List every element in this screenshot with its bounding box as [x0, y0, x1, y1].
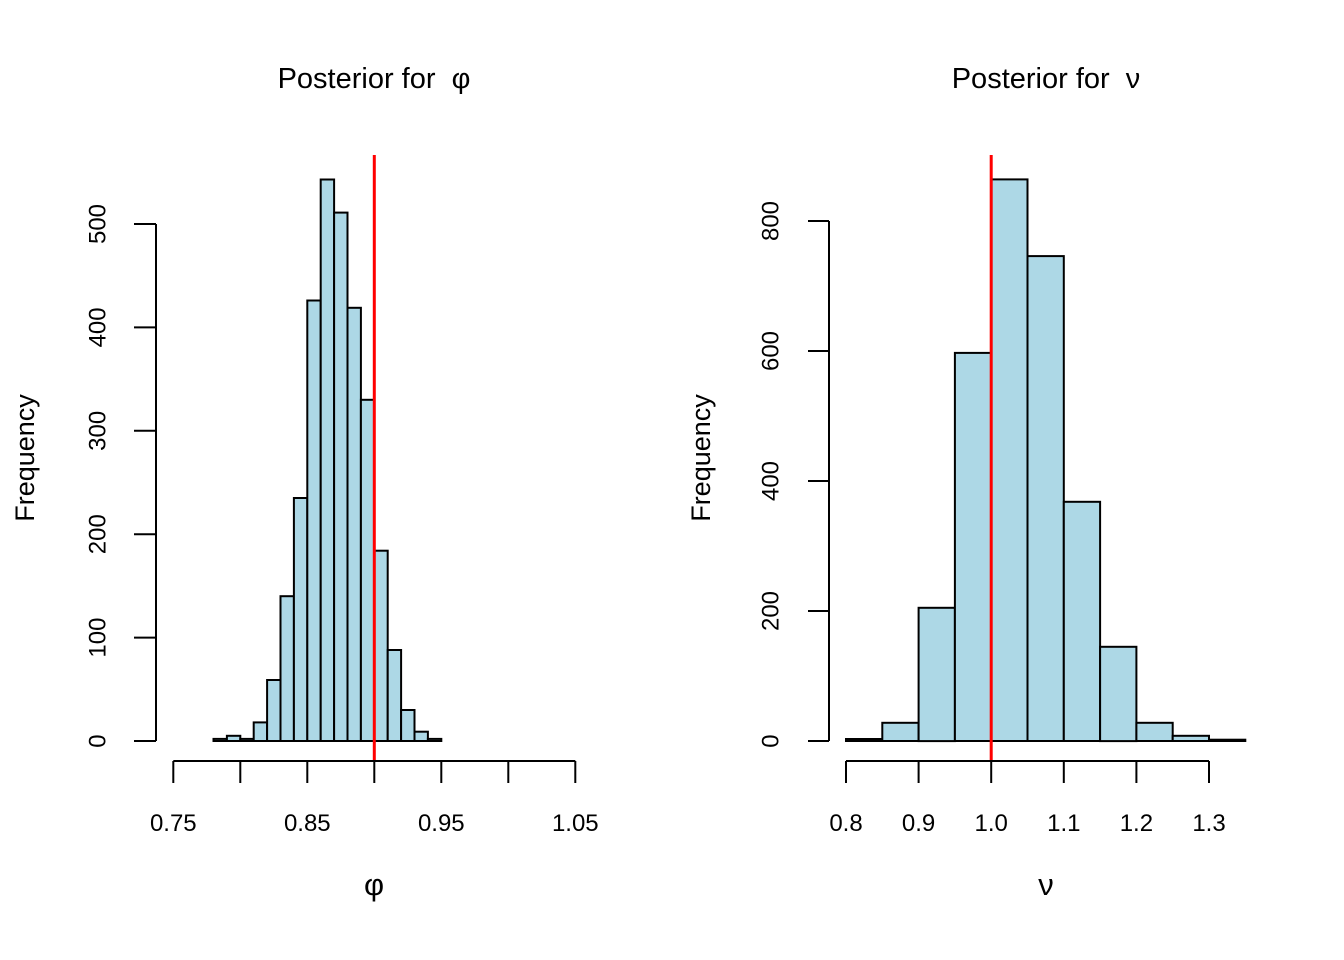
left-y-axis-label: Frequency: [10, 394, 40, 522]
y-tick-label: 500: [84, 204, 111, 244]
right-plot-title: Posterior for ν: [952, 63, 1141, 95]
left-x-axis-label: φ: [364, 867, 384, 902]
histogram-bar: [266, 679, 282, 742]
histogram-bar: [881, 721, 920, 742]
y-tick-label: 300: [84, 411, 111, 451]
y-tick-label: 0: [84, 734, 111, 747]
histogram-bar: [373, 549, 389, 743]
right-histogram-plot: 0.8 0.9 1.0 1.1 1.2 1.3 0 200 400 600 800: [757, 155, 1247, 837]
y-tick-label: 600: [757, 331, 784, 371]
histogram-bar: [1208, 738, 1247, 743]
x-tick-label: 0.95: [418, 810, 465, 837]
histogram-bar: [845, 738, 884, 742]
x-tick-label: 0.85: [284, 810, 331, 837]
left-plot-title: Posterior for φ: [278, 63, 471, 95]
histogram-bar: [426, 737, 443, 743]
histogram-bar: [386, 649, 403, 742]
y-tick-label: 200: [757, 591, 784, 631]
histogram-bar: [1062, 500, 1102, 742]
left-histogram-plot: 0.75 0.85 0.95 1.05 0 100 200 300 400 500: [84, 155, 599, 837]
y-tick-label: 200: [84, 514, 111, 554]
x-tick-label: 1.0: [975, 810, 1008, 837]
x-tick-label: 1.2: [1120, 810, 1153, 837]
histogram-bar: [1171, 734, 1210, 742]
x-tick-label: 0.8: [829, 810, 862, 837]
histogram-bar: [212, 737, 228, 743]
right-x-axis-label: ν: [1038, 867, 1054, 902]
histogram-bar: [333, 211, 349, 743]
histogram-bar: [359, 398, 376, 742]
x-tick-label: 0.75: [150, 810, 197, 837]
histogram-bar: [319, 178, 336, 742]
y-tick-label: 0: [757, 734, 784, 747]
histogram-bar: [400, 709, 416, 742]
histogram-bar: [1099, 645, 1138, 743]
histogram-bar: [1026, 255, 1065, 742]
histogram-bar: [279, 595, 295, 743]
right-y-axis-label: Frequency: [686, 394, 716, 522]
y-tick-label: 100: [84, 618, 111, 658]
y-tick-label: 800: [757, 201, 784, 241]
histogram-bar: [306, 299, 322, 742]
x-tick-label: 1.3: [1192, 810, 1225, 837]
histogram-bar: [413, 730, 429, 743]
histogram-bar: [239, 737, 255, 743]
x-tick-label: 1.05: [552, 810, 599, 837]
x-tick-label: 0.9: [902, 810, 935, 837]
histogram-bar: [1135, 721, 1174, 742]
histogram-bar: [917, 606, 956, 743]
x-tick-label: 1.1: [1047, 810, 1080, 837]
histogram-bar: [252, 721, 269, 743]
y-tick-label: 400: [84, 307, 111, 347]
histogram-bar: [225, 734, 242, 742]
histogram-bar: [346, 306, 362, 742]
histogram-bar: [990, 178, 1029, 742]
histogram-bar: [953, 351, 993, 742]
y-tick-label: 400: [757, 461, 784, 501]
histogram-bar: [292, 497, 309, 742]
